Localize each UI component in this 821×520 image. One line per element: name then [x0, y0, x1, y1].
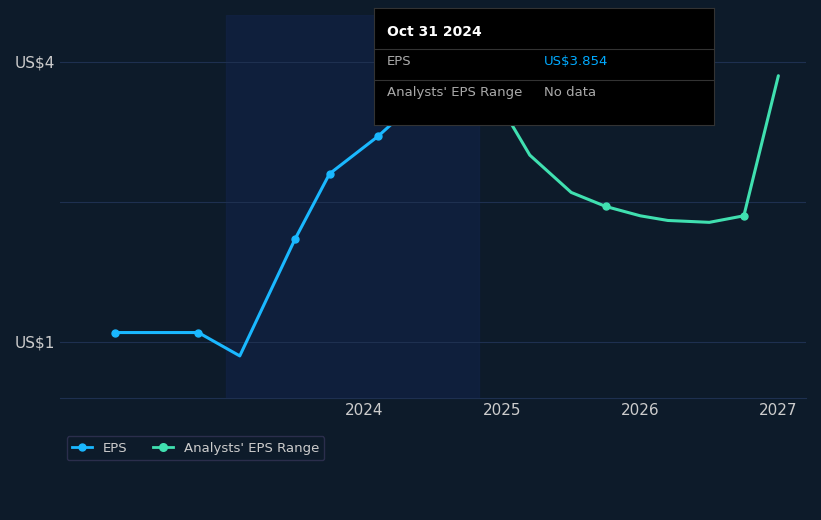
Text: EPS: EPS — [388, 55, 412, 68]
Text: Oct 31 2024: Oct 31 2024 — [388, 25, 482, 40]
Text: No data: No data — [544, 86, 596, 99]
Legend: EPS, Analysts' EPS Range: EPS, Analysts' EPS Range — [67, 436, 324, 460]
Bar — [226, 15, 479, 398]
Text: US$3.854: US$3.854 — [544, 55, 608, 68]
Text: Analysts Forecasts: Analysts Forecasts — [485, 55, 602, 68]
Text: Analysts' EPS Range: Analysts' EPS Range — [388, 86, 522, 99]
Text: Actual: Actual — [433, 55, 472, 68]
